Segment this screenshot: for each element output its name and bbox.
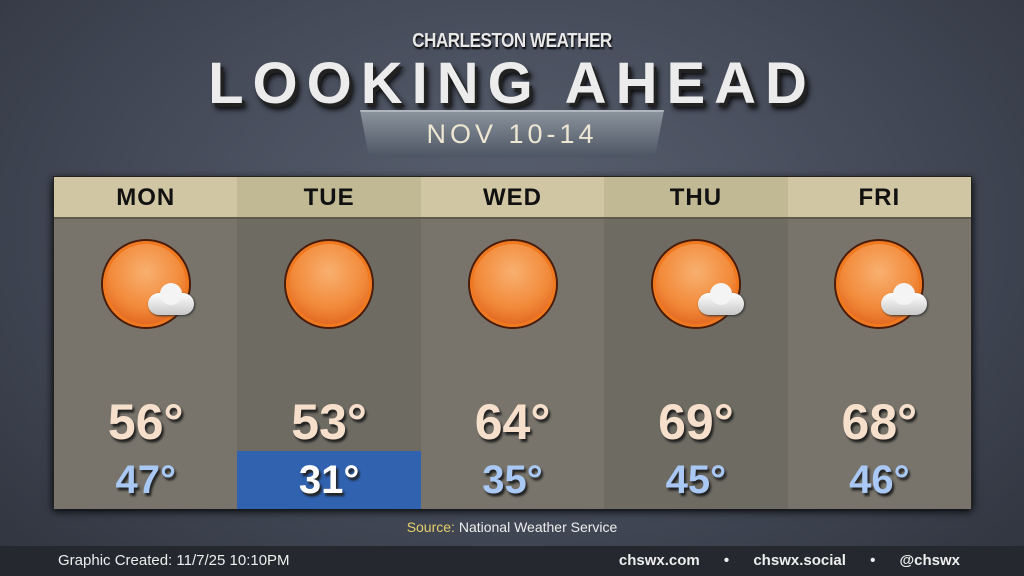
day-label: MON bbox=[54, 177, 238, 219]
source-credit: Source: National Weather Service bbox=[0, 519, 1024, 535]
low-temp: 47° bbox=[115, 458, 176, 502]
day-label: FRI bbox=[787, 177, 972, 219]
date-range-banner: NOV 10-14 bbox=[360, 110, 664, 157]
page-title: LOOKING AHEAD bbox=[208, 51, 816, 116]
day-column-wed: WED 64° 35° bbox=[420, 177, 605, 509]
day-column-mon: MON 56° 47° bbox=[54, 177, 238, 509]
footer-bar: Graphic Created: 11/7/25 10:10PM chswx.c… bbox=[0, 546, 1024, 576]
high-temp: 53° bbox=[291, 394, 367, 450]
forecast-grid: MON 56° 47° TUE 53° 31° WED 64° 35° THU … bbox=[53, 176, 972, 509]
high-temp: 56° bbox=[107, 394, 184, 450]
low-temp: 35° bbox=[482, 458, 543, 502]
sun-icon bbox=[286, 241, 373, 327]
day-label: TUE bbox=[237, 177, 421, 219]
cloud-icon bbox=[697, 283, 744, 315]
day-column-tue: TUE 53° 31° bbox=[237, 177, 421, 509]
separator: • bbox=[723, 552, 730, 569]
date-range: NOV 10-14 bbox=[426, 119, 598, 149]
brand-title: CHARLESTON WEATHER bbox=[412, 30, 612, 52]
cloud-icon bbox=[881, 283, 928, 315]
sun-icon bbox=[469, 241, 556, 327]
high-temp: 64° bbox=[474, 394, 551, 450]
separator: • bbox=[870, 552, 876, 569]
day-column-thu: THU 69° 45° bbox=[604, 177, 788, 509]
high-temp: 68° bbox=[841, 394, 918, 450]
day-column-fri: FRI 68° 46° bbox=[787, 177, 972, 509]
low-temp-highlighted: 31° bbox=[237, 451, 421, 509]
cloud-icon bbox=[147, 283, 194, 315]
website-link[interactable]: chswx.com bbox=[618, 552, 700, 569]
source-value: National Weather Service bbox=[458, 519, 618, 535]
created-value: 11/7/25 10:10PM bbox=[176, 552, 290, 569]
social-link[interactable]: chswx.social bbox=[753, 552, 846, 569]
handle-link[interactable]: @chswx bbox=[899, 552, 960, 569]
day-label: THU bbox=[604, 177, 788, 219]
high-temp: 69° bbox=[658, 394, 734, 450]
day-label: WED bbox=[420, 177, 605, 219]
low-temp: 45° bbox=[665, 458, 727, 502]
created-label: Graphic Created: bbox=[58, 552, 173, 569]
source-label: Source: bbox=[406, 519, 455, 535]
low-temp: 46° bbox=[849, 458, 910, 502]
